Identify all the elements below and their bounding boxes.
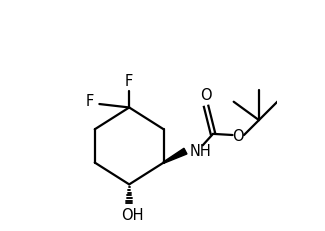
Text: O: O	[232, 129, 244, 144]
Text: F: F	[86, 94, 94, 109]
Text: NH: NH	[190, 144, 212, 159]
Text: O: O	[200, 88, 212, 103]
Text: F: F	[125, 73, 133, 88]
Polygon shape	[163, 148, 187, 163]
Text: OH: OH	[122, 208, 144, 223]
